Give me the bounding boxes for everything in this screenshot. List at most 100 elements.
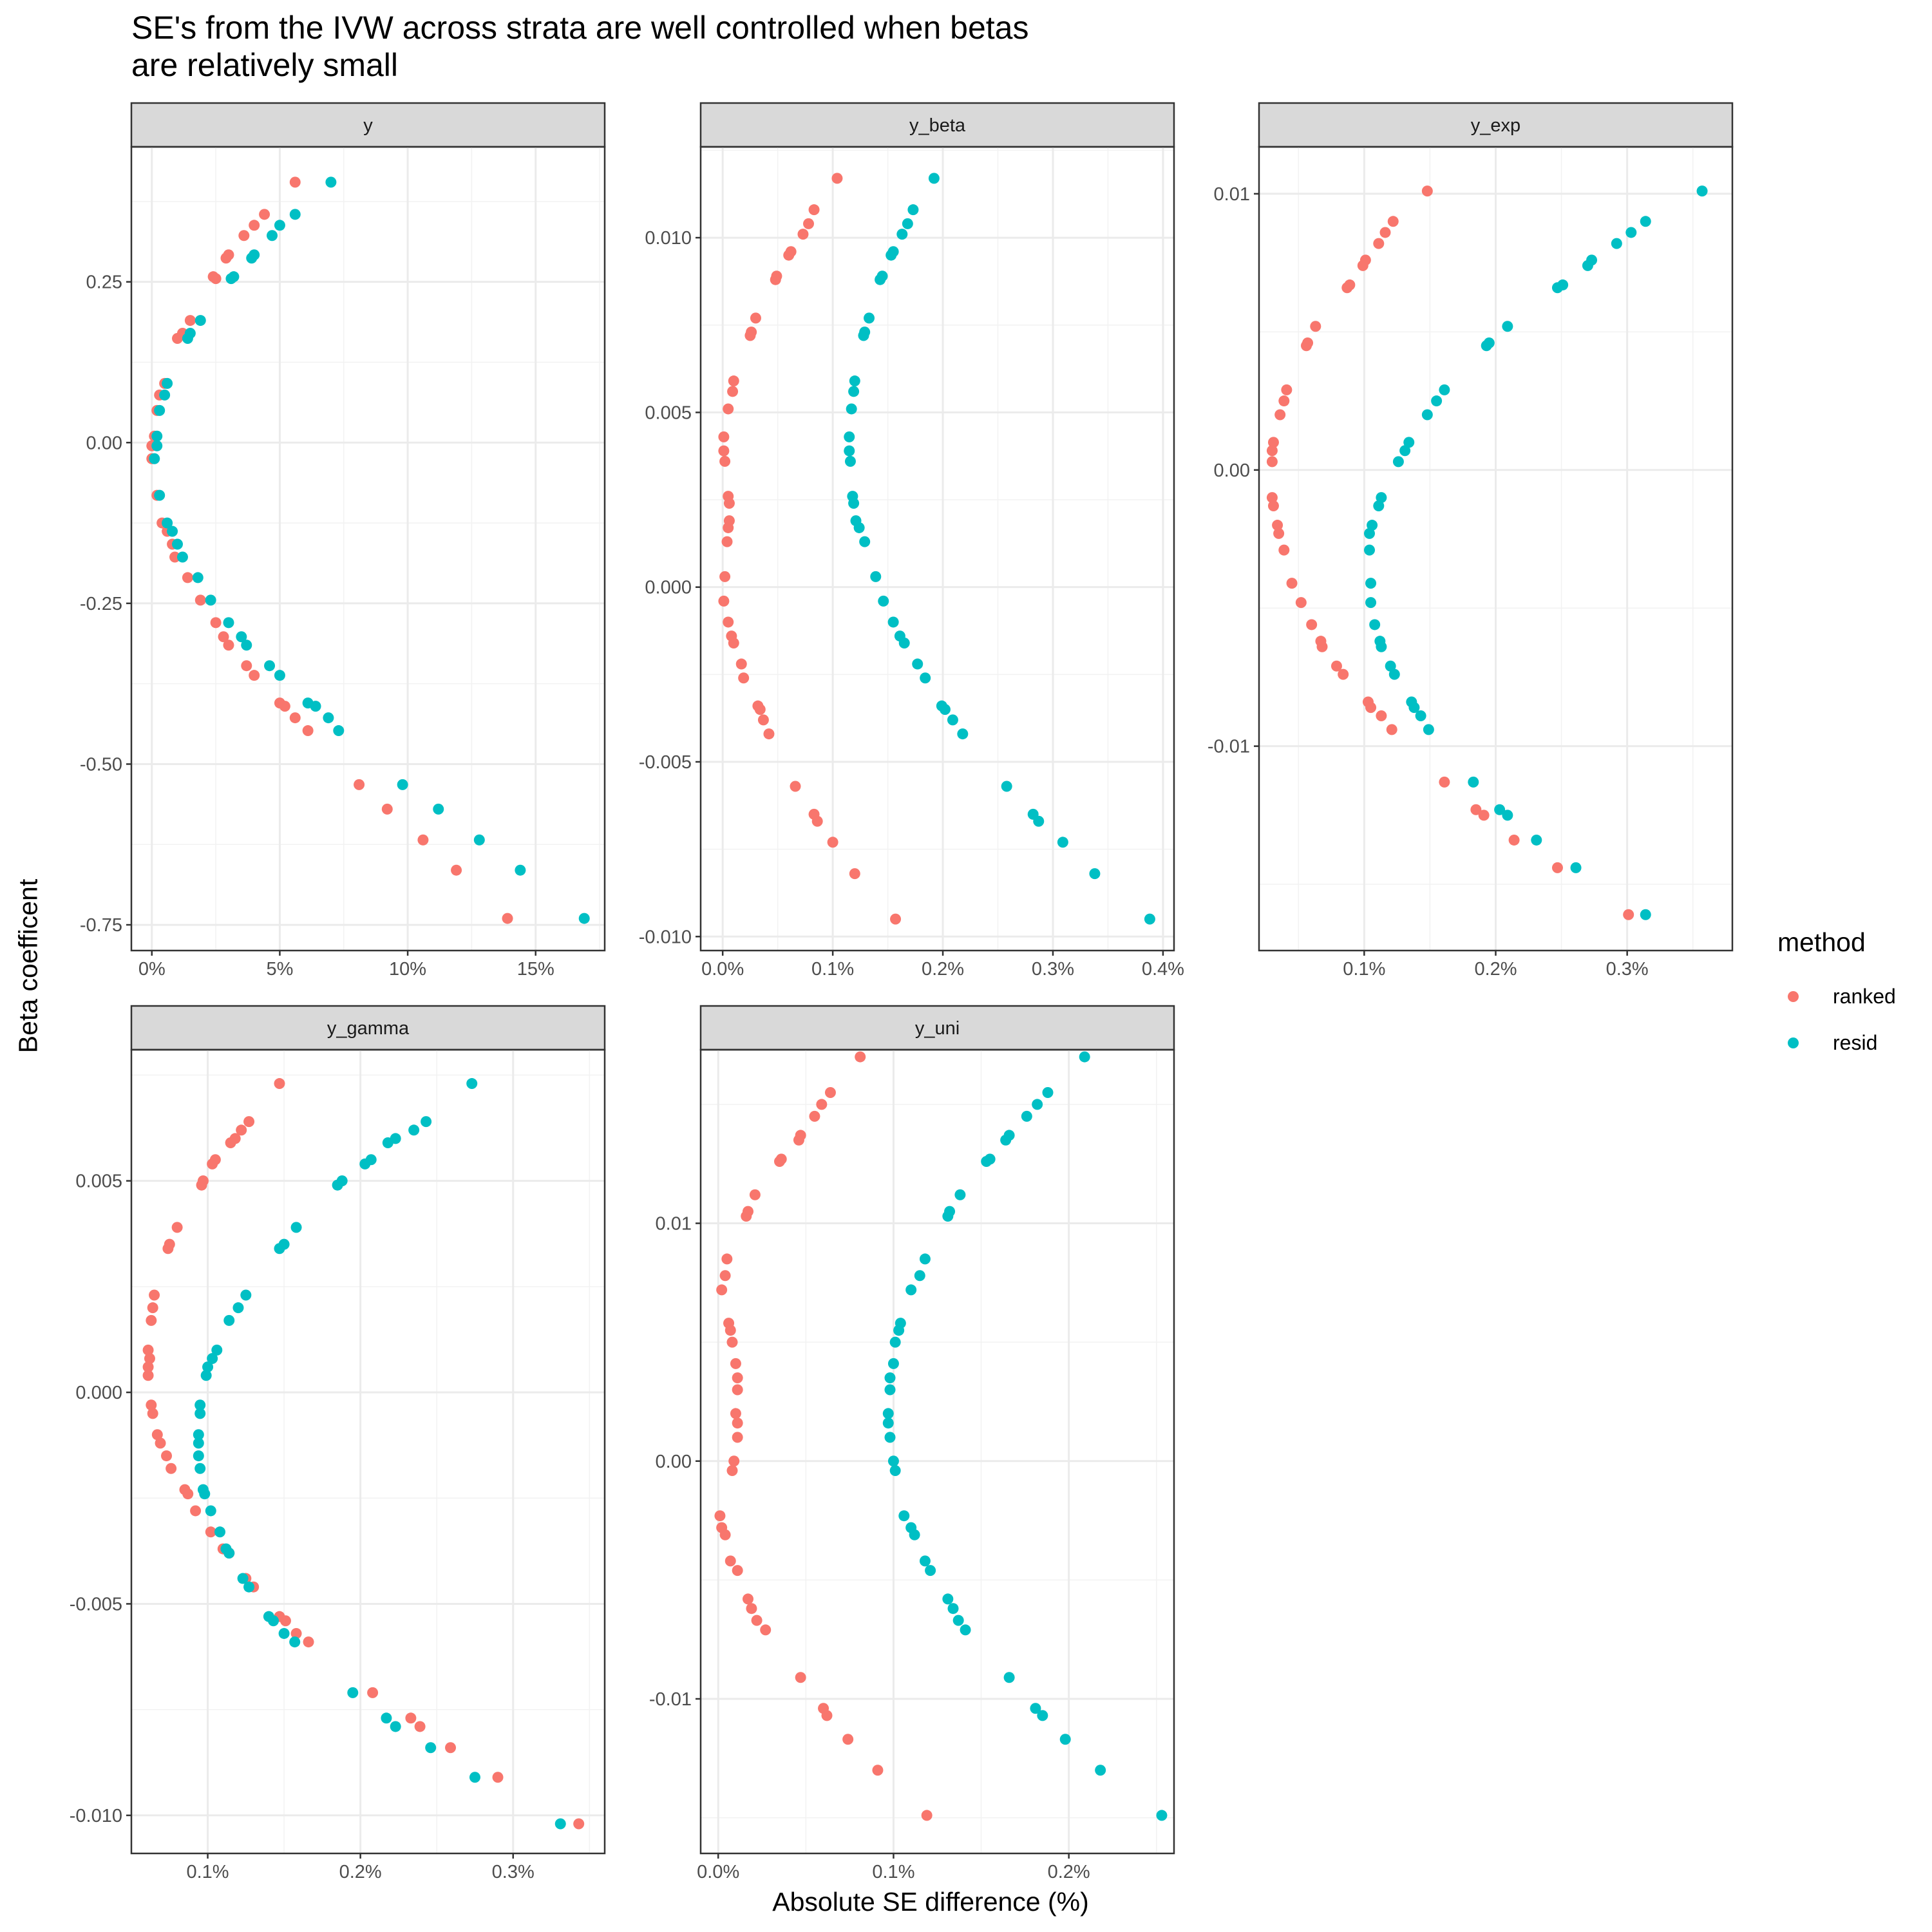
- data-point-ranked: [783, 249, 795, 261]
- data-point-ranked: [727, 386, 739, 397]
- data-point-resid: [1373, 500, 1385, 512]
- chart-title-line-1: SE's from the IVW across strata are well…: [131, 10, 1029, 46]
- data-point-ranked: [146, 1314, 157, 1326]
- data-point-resid: [194, 1463, 206, 1474]
- data-point-resid: [347, 1687, 359, 1698]
- data-point-ranked: [732, 1432, 743, 1443]
- data-point-ranked: [169, 551, 181, 563]
- data-point-ranked: [723, 616, 734, 628]
- data-point-resid: [864, 312, 875, 324]
- data-point-resid: [323, 712, 334, 724]
- series-resid: [149, 176, 590, 924]
- data-point-ranked: [723, 403, 734, 415]
- x-tick-label: 0.1%: [872, 1862, 914, 1882]
- x-tick-label: 15%: [517, 959, 554, 980]
- y-tick-label: -0.005: [639, 752, 692, 773]
- data-point-resid: [1037, 1710, 1048, 1721]
- data-point-ranked: [746, 1603, 757, 1615]
- data-point-resid: [887, 616, 899, 628]
- data-point-ranked: [1278, 544, 1290, 556]
- y-tick-label: -0.01: [1208, 737, 1250, 757]
- data-point-resid: [1089, 868, 1101, 880]
- data-point-ranked: [774, 1156, 785, 1168]
- data-point-ranked: [155, 1437, 166, 1449]
- data-point-resid: [920, 672, 931, 684]
- data-point-resid: [1570, 862, 1582, 873]
- data-point-ranked: [207, 1158, 218, 1170]
- data-point-ranked: [1278, 395, 1290, 407]
- data-point-resid: [1531, 834, 1542, 846]
- data-point-ranked: [743, 1593, 753, 1605]
- data-point-resid: [274, 670, 285, 681]
- data-point-ranked: [797, 229, 809, 240]
- data-point-resid: [515, 864, 526, 876]
- data-point-resid: [952, 1615, 964, 1626]
- data-point-resid: [957, 728, 969, 740]
- data-point-ranked: [1379, 227, 1391, 238]
- y-tick-label: 0.005: [645, 402, 692, 423]
- data-point-resid: [176, 551, 188, 563]
- x-tick-label: 0.1%: [186, 1862, 229, 1882]
- data-point-resid: [1385, 660, 1396, 672]
- data-point-resid: [1392, 456, 1404, 468]
- data-point-ranked: [719, 1529, 731, 1540]
- data-point-ranked: [1623, 909, 1634, 920]
- data-point-ranked: [182, 1488, 194, 1500]
- data-point-ranked: [1551, 862, 1563, 873]
- data-point-ranked: [223, 639, 234, 651]
- data-point-resid: [1502, 810, 1513, 821]
- data-point-ranked: [184, 315, 196, 327]
- data-point-resid: [887, 1358, 899, 1369]
- data-point-resid: [919, 1555, 931, 1567]
- y-axis-label: Beta coefficent: [13, 878, 43, 1054]
- data-point-resid: [232, 1302, 244, 1314]
- data-point-resid: [942, 1210, 954, 1222]
- data-point-resid: [1144, 913, 1155, 925]
- legend-key-resid: [1777, 1027, 1808, 1058]
- data-point-ranked: [243, 1116, 255, 1128]
- data-point-resid: [954, 1189, 966, 1200]
- series-ranked: [1266, 185, 1634, 920]
- x-axis-label: Absolute SE difference (%): [772, 1887, 1089, 1917]
- data-point-ranked: [573, 1818, 585, 1830]
- data-point-resid: [912, 658, 923, 670]
- data-point-resid: [421, 1116, 432, 1128]
- x-tick-label: 0.2%: [1474, 959, 1517, 980]
- x-tick-label: 0.1%: [811, 959, 854, 980]
- data-point-ranked: [238, 230, 250, 242]
- data-point-resid: [408, 1124, 420, 1136]
- data-point-resid: [466, 1078, 478, 1090]
- data-point-resid: [1030, 1703, 1041, 1714]
- data-point-resid: [853, 522, 865, 533]
- series-ranked: [718, 173, 902, 925]
- data-point-resid: [1494, 804, 1506, 815]
- data-point-resid: [194, 1408, 206, 1419]
- data-point-resid: [1365, 578, 1377, 589]
- data-point-resid: [162, 517, 173, 529]
- data-point-resid: [844, 445, 855, 457]
- data-point-ranked: [451, 864, 462, 876]
- data-point-resid: [159, 389, 171, 401]
- data-point-resid: [898, 638, 910, 649]
- data-point-resid: [1000, 1134, 1012, 1146]
- data-point-resid: [194, 1399, 206, 1411]
- data-point-resid: [882, 1408, 894, 1419]
- data-point-resid: [875, 274, 886, 285]
- data-point-resid: [243, 1581, 255, 1593]
- data-point-ranked: [1338, 668, 1349, 680]
- data-point-ranked: [1478, 810, 1490, 821]
- data-point-resid: [1640, 216, 1651, 227]
- data-point-resid: [905, 1284, 917, 1296]
- x-tick-label: 0.1%: [1343, 959, 1385, 980]
- data-point-resid: [199, 1488, 211, 1500]
- data-point-ranked: [849, 868, 860, 880]
- y-tick-label: -0.25: [80, 594, 122, 614]
- x-tick-label: 0.2%: [922, 959, 964, 980]
- data-point-ranked: [502, 913, 513, 924]
- data-point-resid: [1403, 437, 1415, 448]
- data-point-ranked: [147, 1302, 158, 1314]
- data-point-resid: [1502, 321, 1513, 332]
- facet-strip-label: y_uni: [915, 1018, 960, 1039]
- data-point-ranked: [732, 1372, 743, 1384]
